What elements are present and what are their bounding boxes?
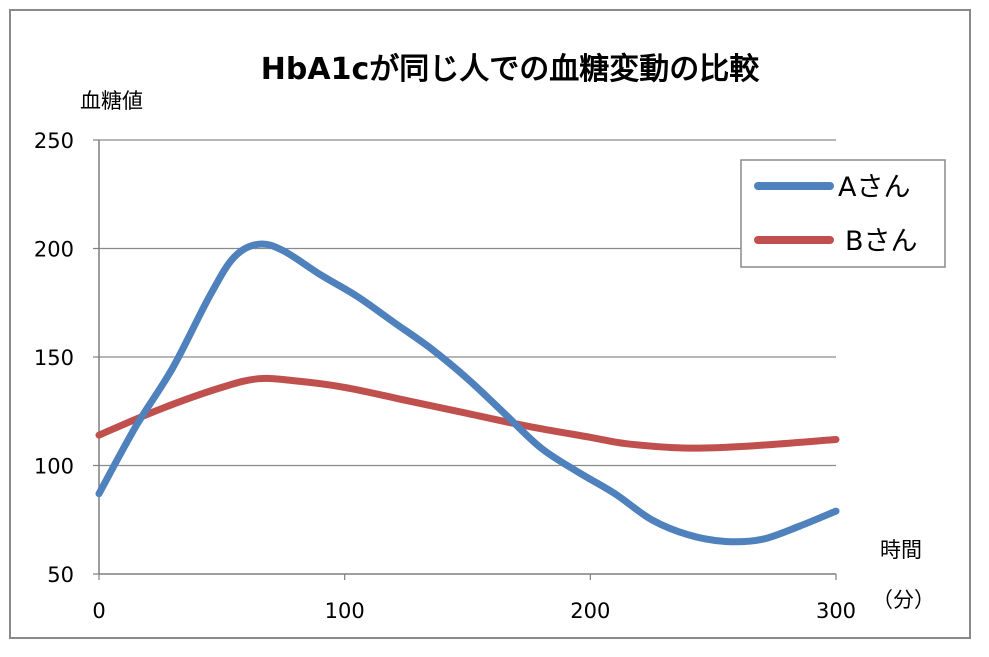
x-axis-unit: （分） xyxy=(872,588,935,612)
y-tick-label-250: 250 xyxy=(34,129,74,153)
grid-lines xyxy=(93,139,837,580)
x-tick-label-100: 100 xyxy=(325,599,365,623)
legend-box xyxy=(740,159,946,268)
y-axis-label: 血糖値 xyxy=(80,89,143,113)
legend-label-b: Bさん xyxy=(845,226,918,257)
series-lines xyxy=(95,240,840,546)
y-tick-label-50: 50 xyxy=(47,563,74,587)
legend: Aさん Bさん xyxy=(740,159,946,268)
x-tick-label-200: 200 xyxy=(570,599,610,623)
x-tick-label-300: 300 xyxy=(816,599,856,623)
legend-label-a: Aさん xyxy=(838,172,910,203)
series-line-a xyxy=(95,240,840,546)
x-tick-label-0: 0 xyxy=(92,599,105,623)
y-tick-label-100: 100 xyxy=(34,455,74,479)
x-axis-label: 時間 xyxy=(880,538,922,562)
y-tick-label-150: 150 xyxy=(34,346,74,370)
chart-title: HbA1cが同じ人での血糖変動の比較 xyxy=(261,52,760,87)
series-line-b xyxy=(95,374,840,452)
tick-labels: 50 100 150 200 250 0 100 200 300 xyxy=(34,129,856,623)
chart-frame xyxy=(9,9,971,639)
y-tick-label-200: 200 xyxy=(34,238,74,262)
